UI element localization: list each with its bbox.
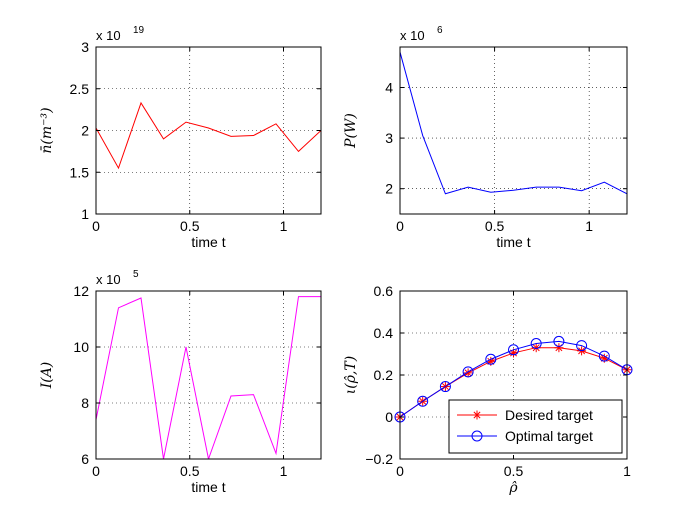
subplot-3: 0 0.5 1 6 8 10 12 x 10 5 time t I(A) xyxy=(39,269,322,495)
data-point-circle xyxy=(462,366,474,378)
y-tick-label: 0.6 xyxy=(374,283,394,299)
data-point-star xyxy=(554,343,564,353)
data-point-circle xyxy=(530,338,542,349)
data-point-circle xyxy=(508,344,519,356)
axes-box xyxy=(399,46,628,215)
data-point-circle xyxy=(439,381,451,393)
legend-label: Desired target xyxy=(505,407,593,423)
data-point-circle xyxy=(485,353,497,365)
y-axis-label: I(A) xyxy=(39,362,55,390)
y-tick-label: 2 xyxy=(81,123,89,139)
legend-label: Optimal target xyxy=(505,428,593,444)
data-point-star xyxy=(463,368,473,378)
series-line-optimal-target xyxy=(400,340,627,418)
y-tick-label: 0.4 xyxy=(374,325,394,341)
data-point-circle xyxy=(417,395,429,407)
x-tick-label: 1 xyxy=(280,463,288,479)
x-tick-label: 0.5 xyxy=(180,463,200,479)
legend-marker-star xyxy=(472,410,482,420)
data-point-circle xyxy=(576,340,588,352)
axis-multiplier-exponent: 6 xyxy=(437,25,443,36)
y-tick-label: 10 xyxy=(73,339,89,355)
data-point-circle xyxy=(598,350,610,362)
y-axis-label: P(W) xyxy=(343,113,359,149)
axis-multiplier: x 10 xyxy=(400,28,425,43)
x-axis-label: time t xyxy=(191,234,225,250)
legend: Desired target Optimal target xyxy=(448,399,623,454)
axis-multiplier: x 10 xyxy=(96,272,121,287)
x-tick-label: 0 xyxy=(92,463,100,479)
y-tick-label: 2.5 xyxy=(70,81,90,97)
x-tick-label: 0 xyxy=(396,463,404,479)
y-axis-label: n̄(m⁻³) xyxy=(39,107,55,153)
axes-box xyxy=(95,290,322,460)
x-tick-label: 0 xyxy=(92,218,100,234)
x-tick-label: 1 xyxy=(280,218,288,234)
y-tick-label: 1.5 xyxy=(70,164,90,180)
series-line-i xyxy=(96,296,321,459)
y-tick-label: 3 xyxy=(81,39,89,55)
y-tick-label: −0.2 xyxy=(365,451,393,467)
series-line-n xyxy=(96,101,321,170)
y-tick-label: 0 xyxy=(385,409,393,425)
subplot-1: 0 0.5 1 1 1.5 2 2.5 3 x 10 19 time t n̄(m⁻³) xyxy=(39,25,322,250)
y-tick-label: 3 xyxy=(385,130,393,146)
x-tick-label: 0.5 xyxy=(180,218,200,234)
subplot-4: 0 0.5 1−0.200.20.40.6ρ̂ι(ρ̂,T)Desired targ… xyxy=(343,283,633,496)
y-axis-label: ι(ρ̂,T) xyxy=(343,356,359,394)
data-point-circle xyxy=(553,335,565,347)
axis-multiplier-exponent: 19 xyxy=(133,25,145,36)
y-tick-label: 8 xyxy=(81,395,89,411)
y-tick-label: 12 xyxy=(73,283,89,299)
y-tick-label: 1 xyxy=(81,206,89,222)
y-tick-label: 6 xyxy=(81,451,89,467)
legend-marker-circle xyxy=(471,430,483,442)
x-axis-label: ρ̂ xyxy=(508,480,518,496)
axis-multiplier-exponent: 5 xyxy=(133,269,139,280)
x-tick-label: 0.5 xyxy=(485,218,505,234)
subplot-2: 0 0.5 1 2 3 4 x 10 6 time t P(W) xyxy=(343,25,628,250)
y-tick-label: 4 xyxy=(385,79,393,95)
y-tick-label: 2 xyxy=(385,181,393,197)
x-axis-label: time t xyxy=(191,479,225,495)
series-line-p xyxy=(400,51,627,195)
x-tick-label: 1 xyxy=(585,218,593,234)
y-tick-label: 0.2 xyxy=(374,367,394,383)
x-tick-label: 1 xyxy=(623,463,631,479)
x-tick-label: 0 xyxy=(396,218,404,234)
axis-multiplier: x 10 xyxy=(96,28,121,43)
x-tick-label: 0.5 xyxy=(504,463,524,479)
x-axis-label: time t xyxy=(496,234,530,250)
